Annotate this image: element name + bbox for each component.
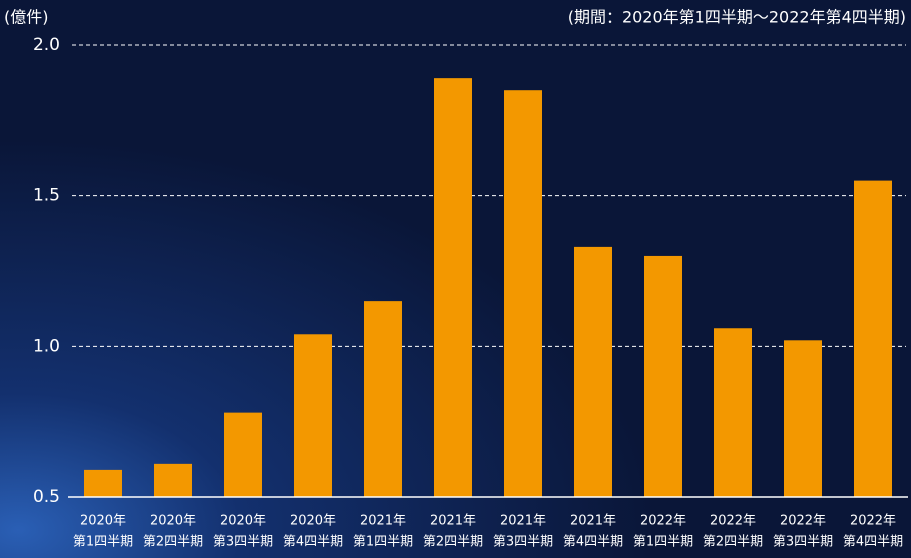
bar <box>364 301 402 497</box>
bar <box>504 90 542 497</box>
bar <box>784 340 822 497</box>
x-tick-label: 2021年 <box>500 514 546 529</box>
y-axis-label: (億件) <box>4 8 49 27</box>
bar <box>574 246 612 497</box>
x-tick-label: 2022年 <box>780 514 826 529</box>
bar <box>714 328 752 497</box>
y-tick-label: 1.0 <box>33 336 60 356</box>
x-tick-label: 第4四半期 <box>283 535 343 550</box>
x-tick-label: 2022年 <box>850 514 896 529</box>
bar <box>294 334 332 497</box>
bar <box>854 180 892 497</box>
x-tick-label: 2020年 <box>150 514 196 529</box>
bar <box>224 412 262 497</box>
x-tick-label: 第1四半期 <box>633 535 693 550</box>
x-tick-label: 2020年 <box>220 514 266 529</box>
x-tick-label: 2021年 <box>570 514 616 529</box>
bar <box>154 463 192 497</box>
x-tick-label: 第3四半期 <box>213 535 273 550</box>
x-tick-label: 第4四半期 <box>843 535 903 550</box>
x-tick-label: 第2四半期 <box>423 535 483 550</box>
y-tick-label: 0.5 <box>33 487 60 507</box>
subtitle: (期間：2020年第1四半期～2022年第4四半期) <box>568 8 906 27</box>
x-tick-label: 第3四半期 <box>493 535 553 550</box>
x-tick-label: 2022年 <box>710 514 756 529</box>
x-tick-label: 2020年 <box>80 514 126 529</box>
x-tick-label: 第1四半期 <box>73 535 133 550</box>
x-tick-label: 2021年 <box>430 514 476 529</box>
bar <box>84 469 122 497</box>
x-tick-label: 2020年 <box>290 514 336 529</box>
y-tick-label: 1.5 <box>33 186 60 206</box>
y-tick-label: 2.0 <box>33 35 60 55</box>
x-tick-label: 第3四半期 <box>773 535 833 550</box>
x-tick-label: 第2四半期 <box>143 535 203 550</box>
x-tick-label: 第2四半期 <box>703 535 763 550</box>
x-tick-label: 第1四半期 <box>353 535 413 550</box>
x-tick-label: 2022年 <box>640 514 686 529</box>
x-tick-label: 第4四半期 <box>563 535 623 550</box>
bar <box>644 255 682 497</box>
x-tick-label: 2021年 <box>360 514 406 529</box>
bar <box>434 78 472 497</box>
